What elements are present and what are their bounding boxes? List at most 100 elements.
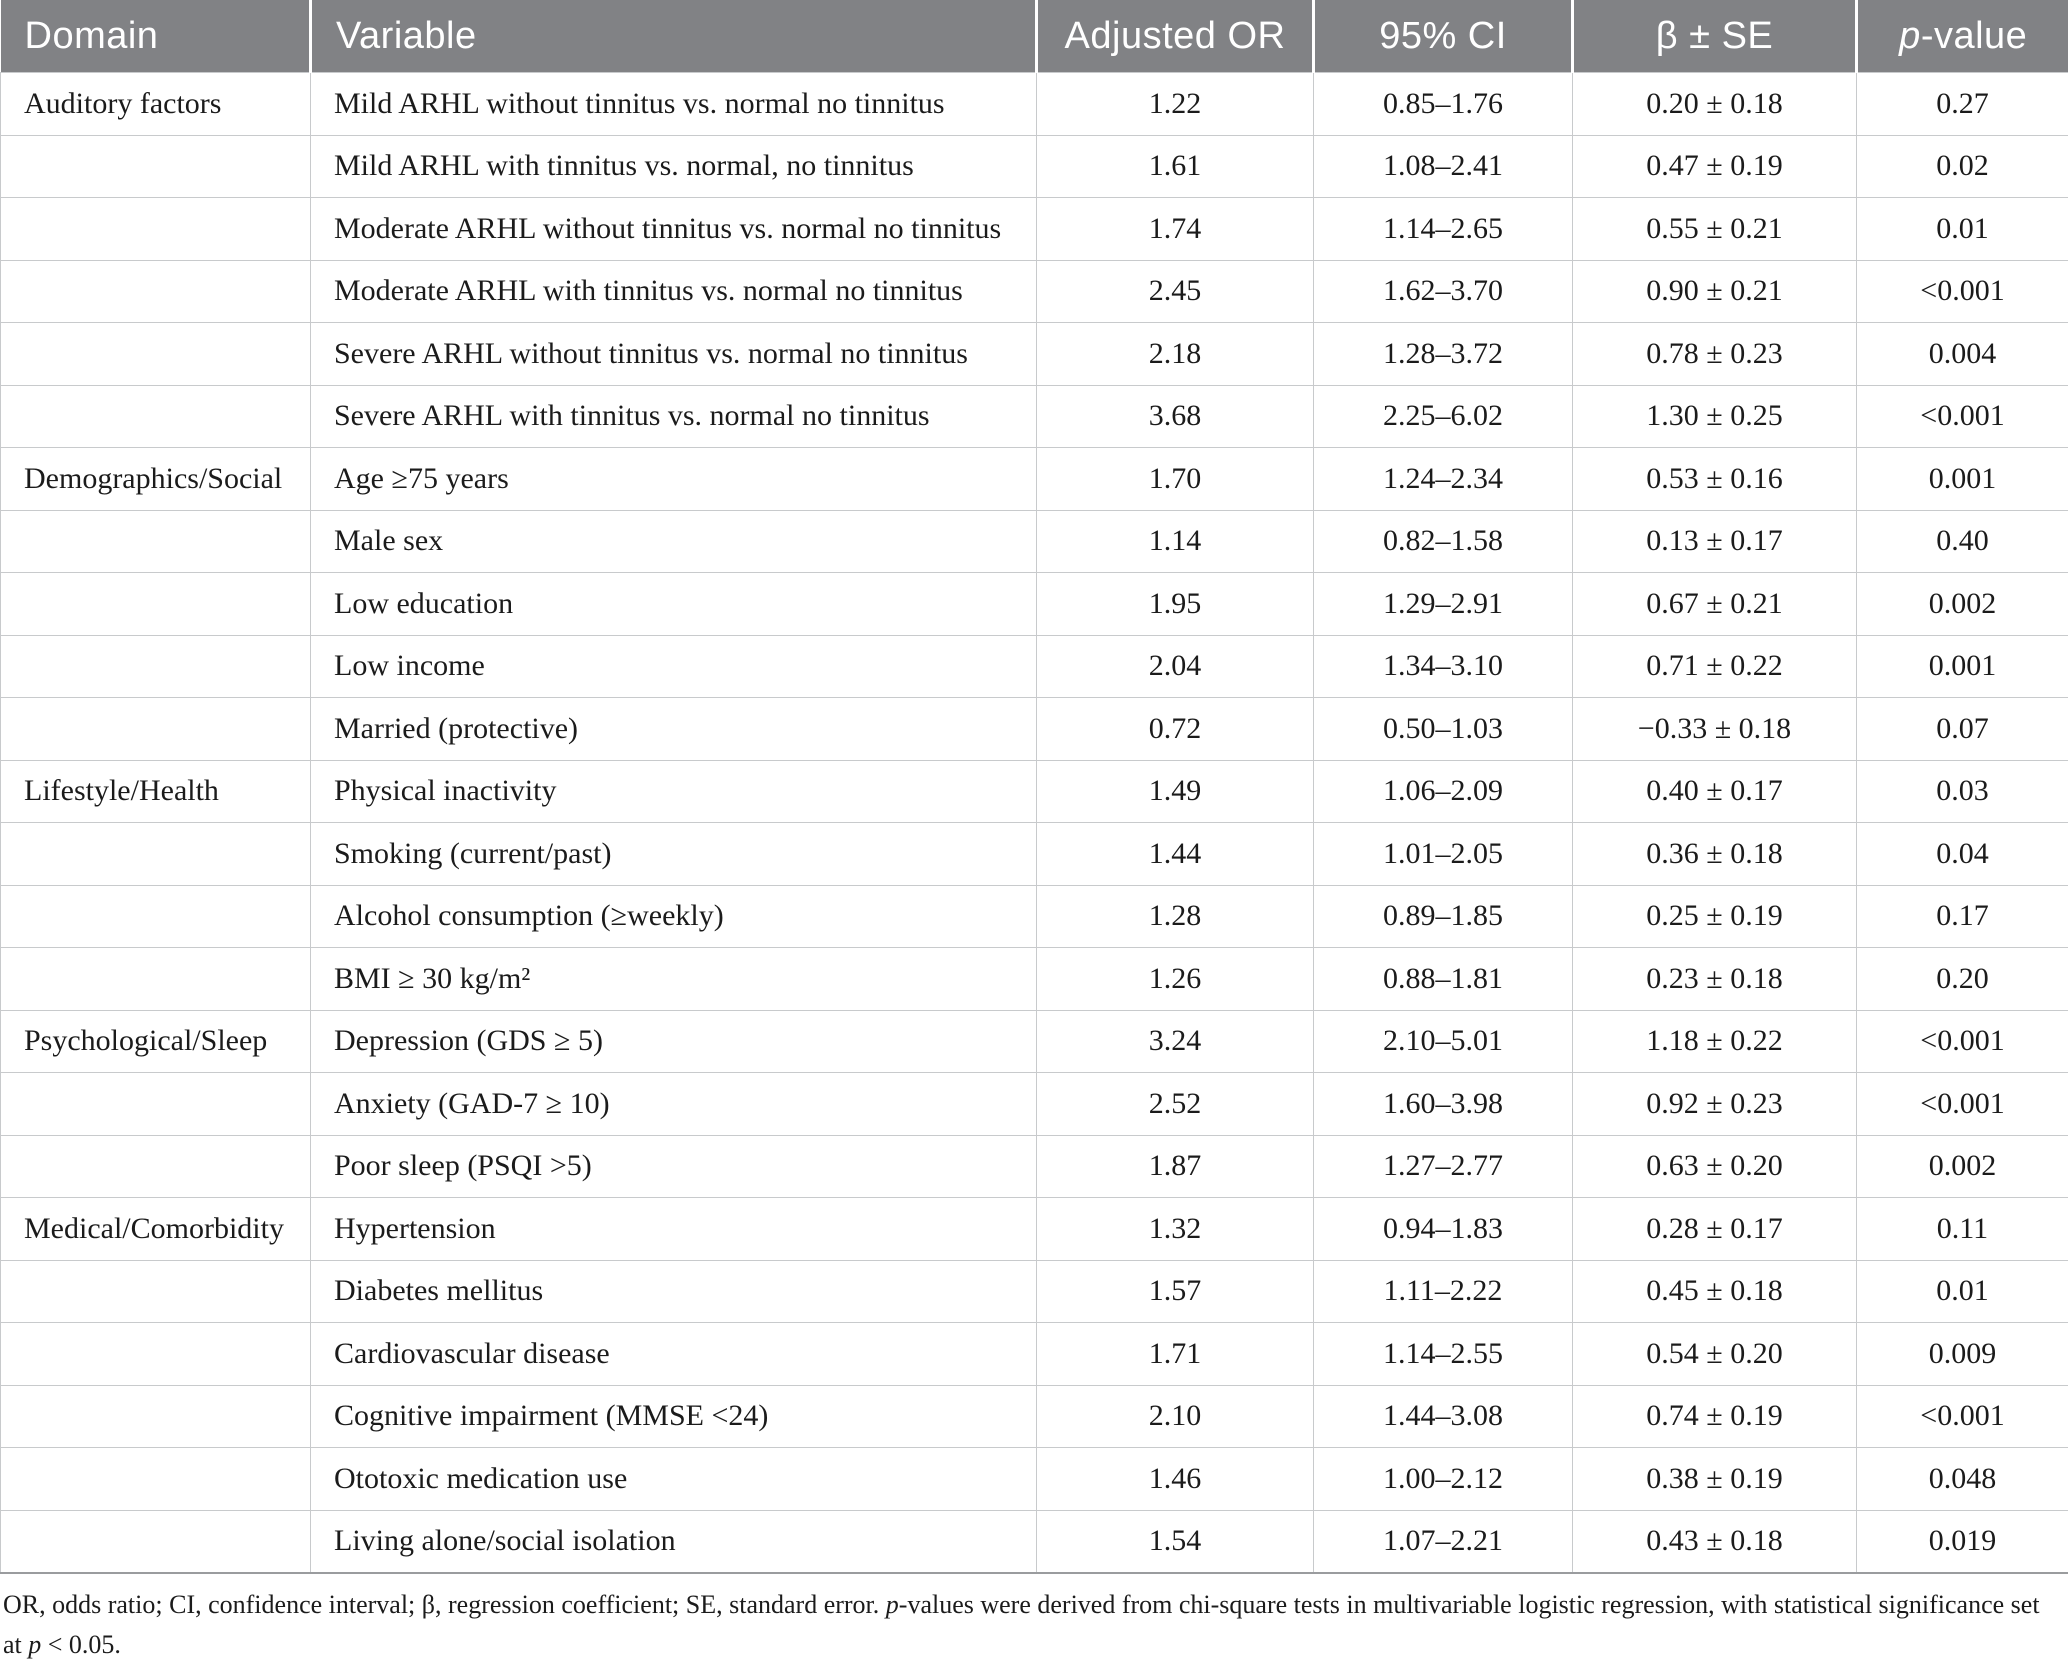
cell-95ci: 1.00–2.12 bbox=[1314, 1448, 1573, 1511]
footnote-italic-p: p bbox=[28, 1630, 41, 1659]
footnote-italic-p: p bbox=[886, 1590, 899, 1619]
cell-beta-se: 0.74 ± 0.19 bbox=[1573, 1385, 1857, 1448]
table-row: Moderate ARHL with tinnitus vs. normal n… bbox=[1, 260, 2068, 323]
cell-adjusted-or: 1.70 bbox=[1037, 448, 1314, 511]
cell-variable: Alcohol consumption (≥weekly) bbox=[311, 885, 1037, 948]
cell-domain: Medical/Comorbidity bbox=[1, 1198, 311, 1261]
cell-beta-se: 0.43 ± 0.18 bbox=[1573, 1510, 1857, 1573]
cell-adjusted-or: 1.49 bbox=[1037, 760, 1314, 823]
cell-95ci: 1.01–2.05 bbox=[1314, 823, 1573, 886]
cell-variable: Physical inactivity bbox=[311, 760, 1037, 823]
cell-95ci: 1.14–2.65 bbox=[1314, 198, 1573, 261]
cell-p-value: 0.04 bbox=[1857, 823, 2068, 886]
cell-beta-se: 0.71 ± 0.22 bbox=[1573, 635, 1857, 698]
cell-variable: Male sex bbox=[311, 510, 1037, 573]
cell-domain bbox=[1, 573, 311, 636]
cell-adjusted-or: 1.44 bbox=[1037, 823, 1314, 886]
cell-adjusted-or: 1.71 bbox=[1037, 1323, 1314, 1386]
cell-p-value: 0.001 bbox=[1857, 635, 2068, 698]
cell-beta-se: 0.78 ± 0.23 bbox=[1573, 323, 1857, 386]
cell-p-value: <0.001 bbox=[1857, 1385, 2068, 1448]
cell-95ci: 1.24–2.34 bbox=[1314, 448, 1573, 511]
cell-95ci: 1.27–2.77 bbox=[1314, 1135, 1573, 1198]
cell-domain bbox=[1, 823, 311, 886]
cell-95ci: 0.89–1.85 bbox=[1314, 885, 1573, 948]
cell-95ci: 0.82–1.58 bbox=[1314, 510, 1573, 573]
cell-95ci: 1.62–3.70 bbox=[1314, 260, 1573, 323]
column-header-adjusted-or: Adjusted OR bbox=[1037, 0, 1314, 73]
cell-variable: Low income bbox=[311, 635, 1037, 698]
header-row: Domain Variable Adjusted OR 95% CI β ± S… bbox=[1, 0, 2068, 73]
cell-adjusted-or: 1.26 bbox=[1037, 948, 1314, 1011]
cell-adjusted-or: 3.68 bbox=[1037, 385, 1314, 448]
cell-adjusted-or: 1.95 bbox=[1037, 573, 1314, 636]
cell-domain bbox=[1, 885, 311, 948]
cell-95ci: 1.44–3.08 bbox=[1314, 1385, 1573, 1448]
cell-variable: Low education bbox=[311, 573, 1037, 636]
cell-95ci: 0.94–1.83 bbox=[1314, 1198, 1573, 1261]
cell-p-value: 0.019 bbox=[1857, 1510, 2068, 1573]
cell-beta-se: 0.90 ± 0.21 bbox=[1573, 260, 1857, 323]
footnote-text: OR, odds ratio; CI, confidence interval;… bbox=[3, 1590, 886, 1619]
cell-variable: Mild ARHL without tinnitus vs. normal no… bbox=[311, 73, 1037, 136]
cell-95ci: 1.11–2.22 bbox=[1314, 1260, 1573, 1323]
cell-variable: Anxiety (GAD-7 ≥ 10) bbox=[311, 1073, 1037, 1136]
cell-beta-se: 0.36 ± 0.18 bbox=[1573, 823, 1857, 886]
column-header-variable: Variable bbox=[311, 0, 1037, 73]
cell-variable: Married (protective) bbox=[311, 698, 1037, 761]
cell-adjusted-or: 2.18 bbox=[1037, 323, 1314, 386]
footnote-text: < 0.05. bbox=[41, 1630, 121, 1659]
cell-domain bbox=[1, 698, 311, 761]
cell-beta-se: 0.20 ± 0.18 bbox=[1573, 73, 1857, 136]
cell-p-value: 0.40 bbox=[1857, 510, 2068, 573]
cell-95ci: 1.07–2.21 bbox=[1314, 1510, 1573, 1573]
cell-domain bbox=[1, 198, 311, 261]
cell-95ci: 0.85–1.76 bbox=[1314, 73, 1573, 136]
cell-domain bbox=[1, 323, 311, 386]
cell-p-value: 0.27 bbox=[1857, 73, 2068, 136]
cell-p-value: <0.001 bbox=[1857, 1010, 2068, 1073]
cell-95ci: 2.25–6.02 bbox=[1314, 385, 1573, 448]
cell-beta-se: 0.28 ± 0.17 bbox=[1573, 1198, 1857, 1261]
cell-adjusted-or: 1.22 bbox=[1037, 73, 1314, 136]
cell-beta-se: −0.33 ± 0.18 bbox=[1573, 698, 1857, 761]
cell-p-value: 0.11 bbox=[1857, 1198, 2068, 1261]
cell-domain bbox=[1, 1448, 311, 1511]
cell-variable: Cognitive impairment (MMSE <24) bbox=[311, 1385, 1037, 1448]
cell-domain: Auditory factors bbox=[1, 73, 311, 136]
cell-domain bbox=[1, 635, 311, 698]
cell-p-value: 0.002 bbox=[1857, 573, 2068, 636]
cell-variable: Ototoxic medication use bbox=[311, 1448, 1037, 1511]
cell-95ci: 1.14–2.55 bbox=[1314, 1323, 1573, 1386]
cell-domain bbox=[1, 1510, 311, 1573]
cell-95ci: 1.29–2.91 bbox=[1314, 573, 1573, 636]
cell-beta-se: 0.55 ± 0.21 bbox=[1573, 198, 1857, 261]
cell-95ci: 1.60–3.98 bbox=[1314, 1073, 1573, 1136]
cell-beta-se: 0.47 ± 0.19 bbox=[1573, 135, 1857, 198]
cell-95ci: 1.06–2.09 bbox=[1314, 760, 1573, 823]
cell-domain bbox=[1, 1385, 311, 1448]
cell-beta-se: 0.54 ± 0.20 bbox=[1573, 1323, 1857, 1386]
cell-beta-se: 0.63 ± 0.20 bbox=[1573, 1135, 1857, 1198]
cell-p-value: 0.17 bbox=[1857, 885, 2068, 948]
cell-beta-se: 0.25 ± 0.19 bbox=[1573, 885, 1857, 948]
cell-variable: Depression (GDS ≥ 5) bbox=[311, 1010, 1037, 1073]
cell-domain bbox=[1, 1073, 311, 1136]
table-header: Domain Variable Adjusted OR 95% CI β ± S… bbox=[1, 0, 2068, 73]
cell-variable: Severe ARHL with tinnitus vs. normal no … bbox=[311, 385, 1037, 448]
cell-p-value: 0.20 bbox=[1857, 948, 2068, 1011]
cell-domain bbox=[1, 1323, 311, 1386]
cell-domain bbox=[1, 260, 311, 323]
cell-95ci: 0.88–1.81 bbox=[1314, 948, 1573, 1011]
